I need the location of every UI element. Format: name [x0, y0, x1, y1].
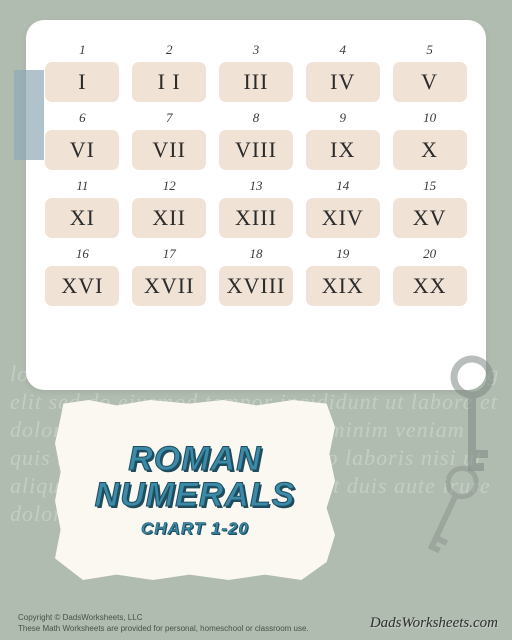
numeral-cell: 19 XIX	[304, 246, 381, 306]
arabic-label: 10	[423, 110, 436, 126]
numeral-cell: 11 XI	[44, 178, 121, 238]
roman-numeral-box: IV	[306, 62, 380, 102]
roman-numeral-box: VI	[45, 130, 119, 170]
numeral-cell: 1I	[44, 42, 121, 102]
roman-numeral-box: XVII	[132, 266, 206, 306]
roman-numeral-box: XV	[393, 198, 467, 238]
numeral-cell: 9 IX	[304, 110, 381, 170]
numeral-cell: 13 XIII	[218, 178, 295, 238]
numeral-cell: 10 X	[391, 110, 468, 170]
arabic-label: 6	[79, 110, 86, 126]
numeral-cell: 14 XIV	[304, 178, 381, 238]
numeral-cell: 2 I I	[131, 42, 208, 102]
roman-numeral-box: VIII	[219, 130, 293, 170]
arabic-label: 18	[249, 246, 262, 262]
arabic-label: 5	[426, 42, 433, 58]
arabic-label: 15	[423, 178, 436, 194]
arabic-label: 8	[253, 110, 260, 126]
arabic-label: 13	[249, 178, 262, 194]
arabic-label: 20	[423, 246, 436, 262]
arabic-label: 16	[76, 246, 89, 262]
numeral-cell: 12 XII	[131, 178, 208, 238]
tape-decoration	[14, 70, 44, 160]
footer-text: Copyright © DadsWorksheets, LLC These Ma…	[18, 612, 309, 634]
arabic-label: 7	[166, 110, 173, 126]
roman-numeral-box: XX	[393, 266, 467, 306]
numeral-cell: 7 VII	[131, 110, 208, 170]
roman-numeral-box: XIV	[306, 198, 380, 238]
title-paper: ROMAN NUMERALS CHART 1-20	[55, 400, 335, 580]
numeral-cell: 20 XX	[391, 246, 468, 306]
roman-numeral-box: XII	[132, 198, 206, 238]
chart-card: 1I2I I3III4IV5V6VI7VII8VIII9IX10X11XI12X…	[26, 20, 486, 390]
roman-numeral-box: XIX	[306, 266, 380, 306]
roman-numeral-box: XVIII	[219, 266, 293, 306]
roman-numeral-box: XI	[45, 198, 119, 238]
numeral-cell: 6 VI	[44, 110, 121, 170]
roman-numeral-box: I	[45, 62, 119, 102]
roman-numeral-box: IX	[306, 130, 380, 170]
title-sub: CHART 1-20	[141, 519, 249, 539]
arabic-label: 14	[336, 178, 349, 194]
copyright-text: Copyright © DadsWorksheets, LLC	[18, 612, 309, 623]
numeral-cell: 5V	[391, 42, 468, 102]
arabic-label: 4	[340, 42, 347, 58]
roman-numeral-box: III	[219, 62, 293, 102]
roman-numeral-box: XIII	[219, 198, 293, 238]
roman-numeral-box: XVI	[45, 266, 119, 306]
roman-numeral-box: V	[393, 62, 467, 102]
title-line2: NUMERALS	[95, 477, 296, 513]
footer-note: These Math Worksheets are provided for p…	[18, 623, 309, 634]
arabic-label: 19	[336, 246, 349, 262]
numeral-cell: 18 XVIII	[218, 246, 295, 306]
numeral-cell: 3 III	[218, 42, 295, 102]
numeral-cell: 4 IV	[304, 42, 381, 102]
numeral-cell: 8 VIII	[218, 110, 295, 170]
arabic-label: 9	[340, 110, 347, 126]
arabic-label: 12	[163, 178, 176, 194]
site-name: DadsWorksheets.com	[370, 615, 498, 632]
numeral-grid: 1I2I I3III4IV5V6VI7VII8VIII9IX10X11XI12X…	[44, 42, 468, 306]
roman-numeral-box: I I	[132, 62, 206, 102]
roman-numeral-box: X	[393, 130, 467, 170]
arabic-label: 3	[253, 42, 260, 58]
title-line1: ROMAN	[128, 441, 261, 477]
arabic-label: 1	[79, 42, 86, 58]
roman-numeral-box: VII	[132, 130, 206, 170]
arabic-label: 11	[76, 178, 88, 194]
numeral-cell: 17 XVII	[131, 246, 208, 306]
numeral-cell: 16 XVI	[44, 246, 121, 306]
numeral-cell: 15 XV	[391, 178, 468, 238]
arabic-label: 17	[163, 246, 176, 262]
arabic-label: 2	[166, 42, 173, 58]
